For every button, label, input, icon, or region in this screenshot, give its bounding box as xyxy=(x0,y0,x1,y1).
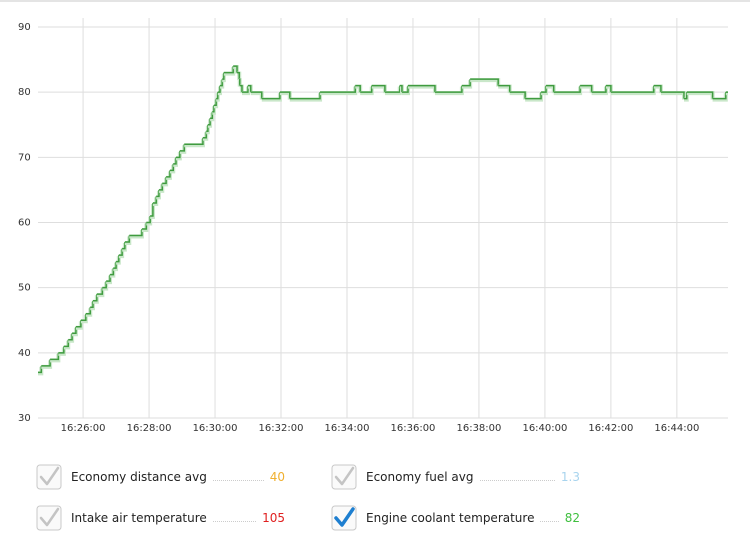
line-shadow xyxy=(509,91,528,100)
line-step xyxy=(223,66,234,74)
legend: Economy distance avg 40 Economy fuel avg 1.… xyxy=(0,455,750,540)
x-tick-label: 16:44:00 xyxy=(654,423,699,434)
x-tick-label: 16:32:00 xyxy=(259,423,304,434)
line-step xyxy=(360,85,373,93)
y-tick-label: 90 xyxy=(18,22,31,33)
line-step xyxy=(686,91,714,99)
line-shadow xyxy=(686,91,715,100)
line-step xyxy=(580,84,593,93)
line-step xyxy=(219,79,223,87)
x-tick-label: 16:38:00 xyxy=(456,423,501,434)
checkbox[interactable] xyxy=(331,505,357,531)
line-step xyxy=(202,131,207,139)
line-step xyxy=(261,92,281,100)
line-step xyxy=(371,84,386,93)
sensor-value: 40 xyxy=(269,470,285,484)
line-step xyxy=(213,98,217,106)
line-step xyxy=(239,84,243,93)
x-tick-label: 16:34:00 xyxy=(325,423,370,434)
sensor-name: Economy fuel avg xyxy=(366,470,474,484)
sensor-name: Engine coolant temperature xyxy=(366,511,535,525)
sensor-item: Intake air temperature 105 xyxy=(36,503,285,533)
sensor-value: 1.3 xyxy=(560,470,580,484)
checkbox[interactable] xyxy=(36,464,62,490)
y-tick-label: 30 xyxy=(18,413,31,424)
line-step xyxy=(279,91,291,99)
line-step xyxy=(129,229,143,237)
line-step xyxy=(212,105,215,113)
line-step xyxy=(150,202,154,217)
x-tick-label: 16:28:00 xyxy=(127,423,172,434)
sensor-value: 82 xyxy=(564,511,580,525)
sensor-item: Economy fuel avg 1.3 xyxy=(331,462,580,492)
line-step xyxy=(102,281,107,289)
y-tick-label: 40 xyxy=(18,348,31,359)
line-step xyxy=(546,84,555,93)
line-step xyxy=(434,85,463,93)
line-step xyxy=(660,91,685,99)
line-step xyxy=(653,84,662,93)
leader-dots xyxy=(479,479,555,481)
checkmark xyxy=(334,466,355,486)
sensor-name: Economy distance avg xyxy=(71,470,207,484)
line-shadow xyxy=(470,78,501,87)
line-step xyxy=(250,91,263,99)
line-step xyxy=(239,78,241,86)
x-tick-label: 16:26:00 xyxy=(61,423,106,434)
checkmark xyxy=(334,507,355,527)
line-step xyxy=(498,84,511,93)
line-step xyxy=(63,339,69,348)
y-tick-label: 50 xyxy=(18,283,31,294)
line-step xyxy=(509,91,526,99)
line-shadow xyxy=(660,91,687,100)
checkmark xyxy=(39,466,60,486)
line-step xyxy=(591,85,607,93)
line-step xyxy=(461,79,471,87)
line-step xyxy=(166,170,171,178)
chart: 30 40 50 60 70 80 90 16:26:00 16:28:00 16:30:00 16… xyxy=(0,0,750,434)
line-step xyxy=(58,346,65,354)
line-step xyxy=(399,84,403,93)
line-step xyxy=(179,144,185,152)
y-tick-label: 80 xyxy=(18,87,31,98)
x-tick-label: 16:36:00 xyxy=(391,423,436,434)
line-step xyxy=(233,65,238,73)
line-step xyxy=(217,85,221,93)
line-step xyxy=(146,215,151,224)
line-step xyxy=(408,84,436,93)
line-step xyxy=(206,124,209,133)
line-step xyxy=(355,84,361,93)
line-step xyxy=(237,71,240,80)
sensor-name: Intake air temperature xyxy=(71,511,207,525)
leader-dots xyxy=(212,479,264,481)
line-step xyxy=(68,333,73,341)
line-step xyxy=(41,359,51,367)
checkbox[interactable] xyxy=(36,505,62,531)
x-tick-label: 16:40:00 xyxy=(522,423,567,434)
line-step xyxy=(470,78,499,86)
line-step xyxy=(50,352,60,361)
line-step xyxy=(320,85,356,93)
sensor-value: 105 xyxy=(262,511,285,525)
line-step xyxy=(38,365,43,374)
line-step xyxy=(156,189,160,198)
sensor-item: Economy distance avg 40 xyxy=(36,462,285,492)
checkmark xyxy=(39,507,60,527)
y-tick-label: 70 xyxy=(18,152,31,163)
x-tick-label: 16:30:00 xyxy=(193,423,238,434)
line-step xyxy=(152,196,157,204)
line-step xyxy=(605,84,612,93)
line-step xyxy=(184,137,204,146)
line-shadow xyxy=(250,91,264,100)
y-tick-label: 60 xyxy=(18,218,31,229)
checkbox[interactable] xyxy=(331,464,357,490)
sensor-item: Engine coolant temperature 82 xyxy=(331,503,580,533)
leader-dots xyxy=(212,520,257,522)
leader-dots xyxy=(540,520,559,522)
line-step xyxy=(248,84,252,93)
x-tick-label: 16:42:00 xyxy=(588,423,633,434)
